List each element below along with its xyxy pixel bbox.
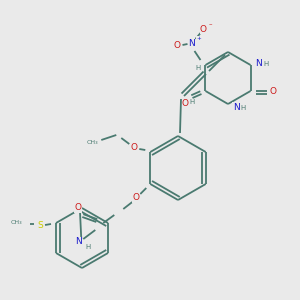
Text: O: O	[200, 25, 207, 34]
Text: H: H	[189, 99, 195, 105]
Text: O: O	[131, 142, 138, 152]
Text: CH₃: CH₃	[86, 140, 98, 146]
Text: O: O	[182, 100, 189, 109]
Text: N: N	[255, 58, 262, 68]
Text: O: O	[174, 41, 181, 50]
Text: N: N	[188, 38, 195, 47]
Text: CH₃: CH₃	[10, 220, 22, 226]
Text: H: H	[240, 105, 246, 111]
Text: O: O	[269, 86, 276, 95]
Text: +: +	[196, 37, 201, 41]
Text: S: S	[37, 220, 43, 230]
Text: O: O	[75, 203, 82, 212]
Text: –: –	[209, 21, 212, 27]
Text: N: N	[232, 103, 239, 112]
Text: H: H	[86, 244, 91, 250]
Text: H: H	[263, 61, 268, 67]
Text: H: H	[195, 65, 201, 71]
Text: N: N	[75, 238, 82, 247]
Text: O: O	[133, 194, 140, 202]
